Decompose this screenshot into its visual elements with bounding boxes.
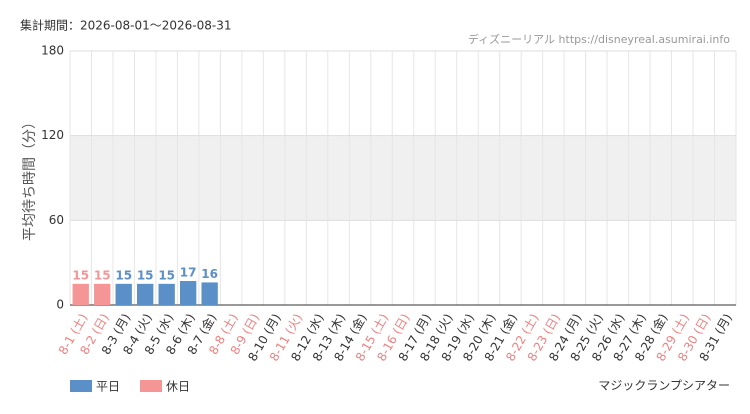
- y-tick-label: 180: [41, 44, 64, 58]
- legend-swatch: [140, 380, 162, 392]
- value-label: 15: [158, 268, 175, 282]
- legend-swatch: [70, 380, 92, 392]
- bar: [158, 283, 175, 305]
- bar: [137, 283, 154, 305]
- shaded-band: [70, 135, 736, 221]
- value-label: 17: [180, 266, 197, 280]
- bar: [72, 283, 89, 305]
- bar: [179, 281, 197, 305]
- y-axis-label: 平均待ち時間（分）: [22, 115, 38, 241]
- bar: [94, 283, 111, 305]
- value-label: 15: [115, 268, 132, 282]
- value-label: 15: [137, 268, 154, 282]
- y-tick-label: 120: [41, 128, 64, 142]
- legend-label: 平日: [96, 380, 120, 394]
- bar: [115, 283, 132, 305]
- period: 集計期間：2026-08-01～2026-08-31: [20, 18, 231, 33]
- legend-label: 休日: [166, 380, 190, 394]
- value-label: 15: [94, 268, 111, 282]
- source: ディズニーリアル https://disneyreal.asumirai.inf…: [468, 32, 730, 46]
- y-tick-label: 0: [56, 298, 64, 312]
- value-label: 16: [201, 267, 218, 281]
- y-tick-label: 60: [49, 213, 64, 227]
- bar: [201, 282, 218, 305]
- value-label: 15: [72, 268, 89, 282]
- attraction: マジックランプシアター: [598, 379, 730, 393]
